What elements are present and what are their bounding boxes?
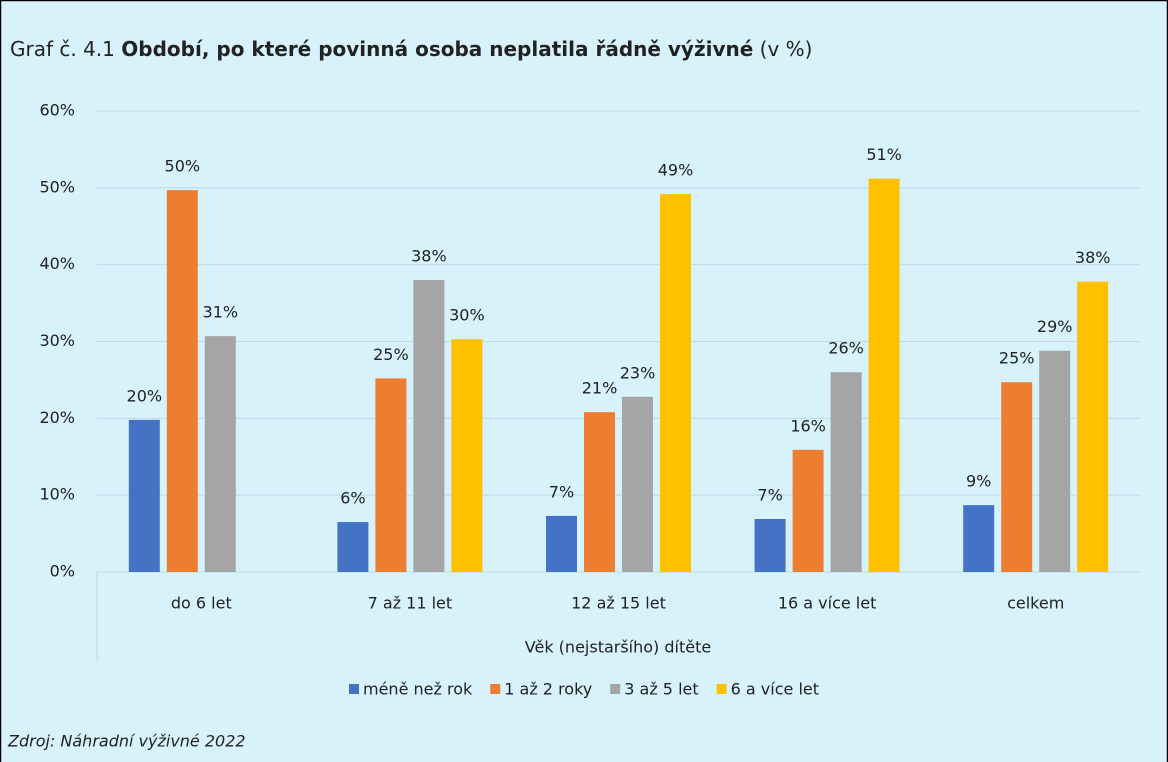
data-label: 31%	[203, 303, 239, 322]
x-tick-label: do 6 let	[171, 594, 232, 613]
data-label: 6%	[340, 489, 365, 508]
x-tick-label: 12 až 15 let	[571, 594, 666, 613]
x-tick-label: celkem	[1007, 594, 1064, 613]
x-tick-label: 16 a více let	[778, 594, 877, 613]
source: Zdroj: Náhradní výživné 2022	[7, 732, 246, 751]
y-tick-label: 40%	[39, 254, 75, 273]
y-tick-label: 10%	[39, 485, 75, 504]
bar	[830, 372, 862, 572]
title-main: Období, po které povinná osoba neplatila…	[121, 37, 753, 61]
data-label: 23%	[620, 363, 656, 382]
bar	[128, 419, 160, 572]
legend-label: 3 až 5 let	[624, 680, 698, 699]
bar	[375, 378, 407, 572]
bar	[660, 193, 691, 573]
bar	[413, 280, 445, 572]
y-tick-label: 30%	[39, 331, 75, 350]
data-label: 38%	[1075, 248, 1111, 267]
bar	[166, 190, 198, 572]
bar	[792, 449, 824, 572]
bar	[1039, 350, 1071, 572]
legend-label: 6 a více let	[731, 680, 819, 699]
y-tick-label: 20%	[39, 408, 75, 427]
bar	[868, 178, 900, 572]
data-label: 25%	[999, 349, 1035, 368]
bar	[584, 412, 615, 572]
bar	[546, 515, 577, 572]
data-label: 49%	[658, 160, 694, 179]
legend-label: 1 až 2 roky	[504, 680, 592, 699]
bar	[963, 505, 995, 572]
x-tick-label: 7 až 11 let	[368, 594, 453, 613]
y-tick-label: 0%	[50, 562, 75, 581]
data-label: 29%	[1037, 317, 1073, 336]
data-label: 25%	[373, 345, 409, 364]
data-label: 7%	[549, 482, 574, 501]
x-axis-label: Věk (nejstaršího) dítěte	[525, 638, 711, 657]
y-tick-label: 50%	[39, 177, 75, 196]
data-label: 21%	[582, 379, 618, 398]
data-label: 38%	[411, 247, 447, 266]
bar	[451, 339, 483, 572]
bar	[622, 396, 653, 572]
legend-label: méně než rok	[363, 680, 473, 699]
title-prefix: Graf č. 4.1	[10, 37, 115, 61]
data-label: 51%	[866, 145, 902, 164]
title-suffix: (v %)	[760, 37, 813, 61]
data-label: 9%	[966, 472, 991, 491]
bar	[204, 336, 236, 572]
legend-swatch	[610, 684, 621, 694]
bar	[1001, 382, 1033, 572]
data-label: 7%	[757, 485, 782, 504]
bar	[1077, 281, 1109, 572]
chart-title: Graf č. 4.1 Období, po které povinná oso…	[10, 37, 812, 61]
legend-swatch	[490, 684, 501, 694]
bar	[337, 522, 369, 572]
legend-swatch	[349, 684, 359, 694]
legend-swatch	[716, 684, 727, 694]
data-label: 16%	[790, 416, 826, 435]
data-label: 30%	[449, 306, 485, 325]
y-tick-label: 60%	[39, 101, 75, 120]
data-label: 50%	[165, 157, 201, 176]
data-label: 20%	[127, 386, 163, 405]
bar	[754, 518, 786, 572]
data-label: 26%	[828, 339, 864, 358]
